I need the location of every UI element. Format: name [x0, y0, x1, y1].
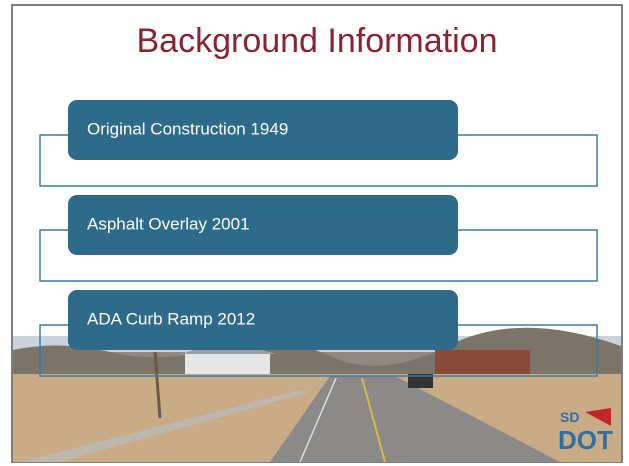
- logo-dot: DOT: [558, 425, 613, 455]
- item-label: Original Construction 1949: [87, 119, 288, 138]
- logo-sd: SD: [560, 409, 579, 425]
- item-label: ADA Curb Ramp 2012: [87, 309, 255, 328]
- item-label: Asphalt Overlay 2001: [87, 214, 250, 233]
- slide-title: Background Information: [137, 22, 498, 60]
- slide: Background Information Original Construc…: [0, 0, 629, 466]
- page: {"slide": {"title": "Background Informat…: [0, 0, 629, 466]
